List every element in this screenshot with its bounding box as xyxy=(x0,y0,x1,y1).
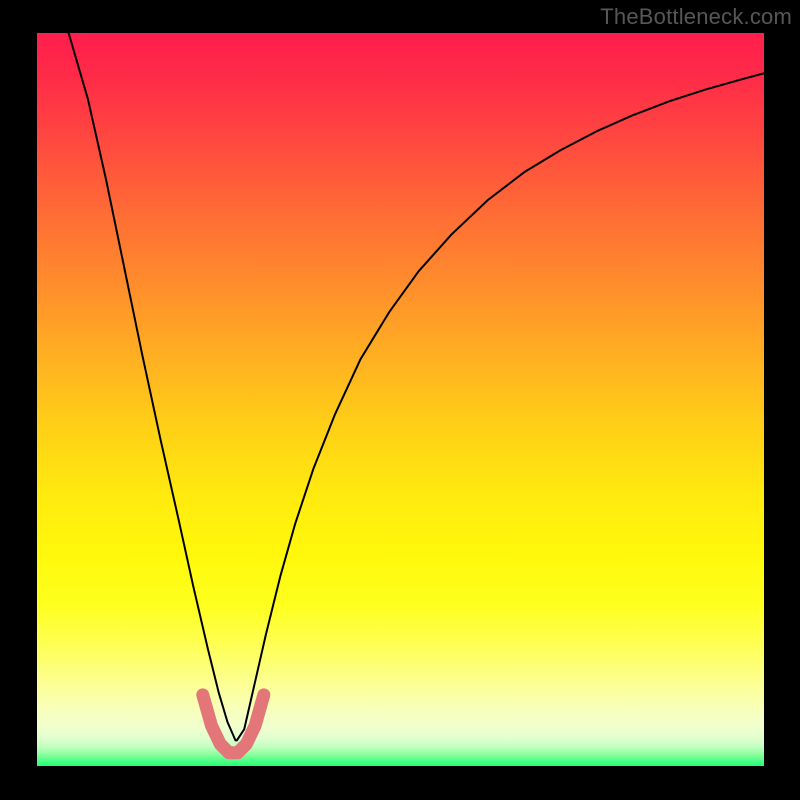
plot-area xyxy=(37,33,764,766)
watermark-text: TheBottleneck.com xyxy=(600,4,792,30)
gradient-background xyxy=(37,33,764,766)
chart-svg xyxy=(37,33,764,766)
chart-frame: TheBottleneck.com xyxy=(0,0,800,800)
